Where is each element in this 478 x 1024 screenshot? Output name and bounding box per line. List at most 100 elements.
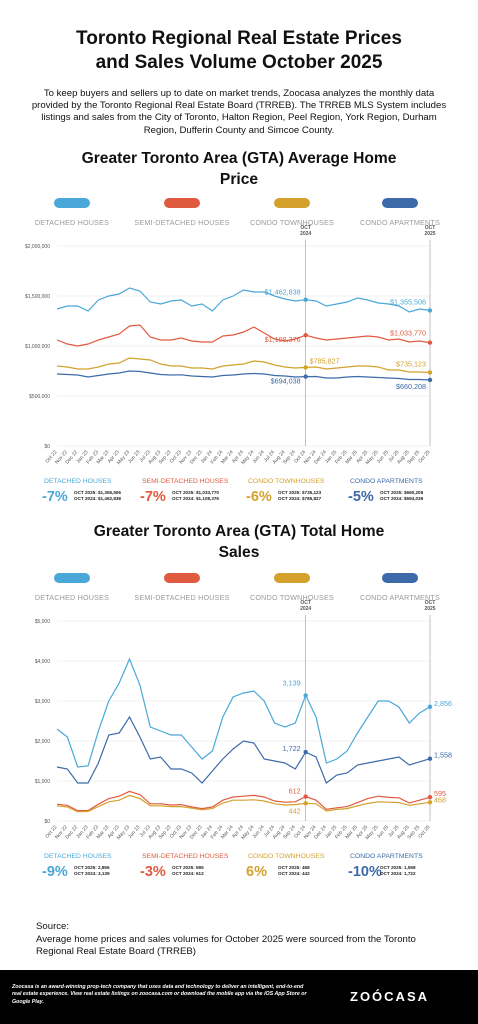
summary-prior-semi: OCT 2024: $1,108,376 xyxy=(172,496,219,501)
data-label-semi: 595 xyxy=(434,789,446,798)
marker-label: OCT xyxy=(425,225,436,231)
marker-label: OCT xyxy=(300,225,311,231)
zoocasa-logo: ZOÓCASA xyxy=(350,989,429,1004)
summary-name-apt: CONDO APARTMENTS xyxy=(350,853,423,860)
summary-name-detached: DETACHED HOUSES xyxy=(44,478,112,485)
series-point-town xyxy=(427,370,433,375)
y-tick-label: $2,000,000 xyxy=(25,244,50,250)
data-label-apt: $694,038 xyxy=(271,377,301,386)
data-label-detached: $1,462,838 xyxy=(265,288,301,297)
x-tick-label: Jun 24 xyxy=(252,449,266,465)
legend-label-town: CONDO TOWNHOUSES xyxy=(250,593,334,602)
series-line-apt xyxy=(56,370,431,381)
series-point-apt xyxy=(427,377,433,383)
summary-current-semi: OCT 2025: 595 xyxy=(172,865,204,870)
summary-prior-town: OCT 2024: 442 xyxy=(278,871,310,876)
legend-label-apt: CONDO APARTMENTS xyxy=(360,218,440,227)
footer-text: Zoocasa is an award-winning prop-tech co… xyxy=(12,984,307,1005)
page-title: Toronto Regional Real Estate Prices and … xyxy=(0,27,478,75)
y-tick-label: $1,000,000 xyxy=(25,344,50,350)
summary-current-detached: OCT 2025: 2,856 xyxy=(74,865,110,870)
summary-pct-semi: -3% xyxy=(140,864,166,880)
legend-label-town: CONDO TOWNHOUSES xyxy=(250,218,334,227)
summary-name-detached: DETACHED HOUSES xyxy=(44,853,112,860)
series-line-detached xyxy=(56,657,431,768)
data-label-semi: $1,033,770 xyxy=(390,329,426,338)
summary-pct-apt: -5% xyxy=(348,489,374,505)
y-tick-label: $4,000 xyxy=(35,659,51,665)
legend-swatch-town xyxy=(274,198,310,208)
summary-pct-detached: -7% xyxy=(42,489,68,505)
sales-chart-title-line-2: Sales xyxy=(218,544,260,561)
price-chart: DETACHED HOUSES SEMI-DETACHED HOUSES CONDO… xyxy=(25,198,440,505)
summary-pct-detached: -9% xyxy=(42,864,68,880)
series-point-town xyxy=(303,365,308,370)
x-tick-label: Jun 25 xyxy=(376,449,390,465)
series-point-apt xyxy=(303,374,308,379)
summary-current-apt: OCT 2025: 1,558 xyxy=(380,865,416,870)
marker-label: 2025 xyxy=(424,606,435,612)
y-tick-label: $2,000 xyxy=(35,739,51,745)
x-tick-label: Oct 25 xyxy=(417,449,431,464)
x-tick-label: Jun 23 xyxy=(127,449,141,465)
series-point-apt xyxy=(427,756,433,761)
data-label-apt: $660,208 xyxy=(396,382,426,391)
summary-prior-town: OCT 2024: $785,827 xyxy=(278,496,322,501)
series-point-town xyxy=(427,800,433,805)
sales-chart: DETACHED HOUSES SEMI-DETACHED HOUSES CONDO… xyxy=(35,573,452,880)
data-label-semi: $1,108,376 xyxy=(265,335,301,344)
legend-swatch-apt xyxy=(382,198,418,208)
summary-prior-apt: OCT 2024: 1,722 xyxy=(380,871,416,876)
summary-name-town: CONDO TOWNHOUSES xyxy=(248,478,325,485)
summary-pct-semi: -7% xyxy=(140,489,166,505)
summary-current-town: OCT 2025: $735,123 xyxy=(278,490,322,495)
data-label-detached: 2,856 xyxy=(434,699,452,708)
legend-label-detached: DETACHED HOUSES xyxy=(35,218,109,227)
x-tick-label: Jun 23 xyxy=(127,824,141,840)
series-point-detached xyxy=(303,297,308,302)
series-point-semi xyxy=(427,340,433,345)
series-point-town xyxy=(303,801,308,806)
data-label-detached: 3,139 xyxy=(283,678,301,687)
summary-pct-town: 6% xyxy=(246,864,267,880)
summary-prior-apt: OCT 2024: $694,038 xyxy=(380,496,424,501)
x-tick-label: Jun 24 xyxy=(252,824,266,840)
footer xyxy=(0,970,478,1024)
data-label-detached: $1,355,506 xyxy=(390,297,426,306)
summary-current-town: OCT 2025: 468 xyxy=(278,865,310,870)
sales-chart-title: Greater Toronto Area (GTA) Total Home Sa… xyxy=(40,521,438,563)
y-tick-label: $0 xyxy=(44,819,50,825)
data-label-apt: 1,558 xyxy=(434,751,452,760)
page-title-line-2: and Sales Volume October 2025 xyxy=(95,52,383,73)
series-line-apt xyxy=(56,715,431,784)
y-tick-label: $3,000 xyxy=(35,699,51,705)
x-tick-label: Jun 25 xyxy=(376,824,390,840)
legend-label-semi: SEMI-DETACHED HOUSES xyxy=(134,593,229,602)
legend-swatch-apt xyxy=(382,573,418,583)
legend-swatch-semi xyxy=(164,198,200,208)
source-block: Source: Average home prices and sales vo… xyxy=(36,921,456,959)
intro-text: To keep buyers and sellers up to date on… xyxy=(31,88,447,136)
y-tick-label: $1,000 xyxy=(35,779,51,785)
data-label-semi: 612 xyxy=(289,787,301,796)
summary-name-semi: SEMI-DETACHED HOUSES xyxy=(142,478,229,485)
marker-label: 2024 xyxy=(300,231,311,237)
marker-label: OCT xyxy=(300,600,311,606)
summary-pct-apt: -10% xyxy=(348,864,382,880)
legend-swatch-detached xyxy=(54,198,90,208)
series-point-semi xyxy=(427,795,433,800)
data-label-town: 442 xyxy=(289,806,301,815)
y-tick-label: $500,000 xyxy=(29,394,50,400)
data-label-town: 468 xyxy=(434,795,446,804)
series-line-town xyxy=(56,794,431,813)
summary-current-apt: OCT 2025: $660,208 xyxy=(380,490,424,495)
summary-prior-detached: OCT 2024: 3,139 xyxy=(74,871,110,876)
summary-current-detached: OCT 2025: $1,355,506 xyxy=(74,490,121,495)
sales-chart-title-line-1: Greater Toronto Area (GTA) Total Home xyxy=(93,523,385,540)
summary-name-semi: SEMI-DETACHED HOUSES xyxy=(142,853,229,860)
series-line-detached xyxy=(56,287,431,313)
summary-name-apt: CONDO APARTMENTS xyxy=(350,478,423,485)
source-text: Average home prices and sales volumes fo… xyxy=(36,933,416,958)
summary-pct-town: -6% xyxy=(246,489,272,505)
summary-current-semi: OCT 2025: $1,033,770 xyxy=(172,490,219,495)
